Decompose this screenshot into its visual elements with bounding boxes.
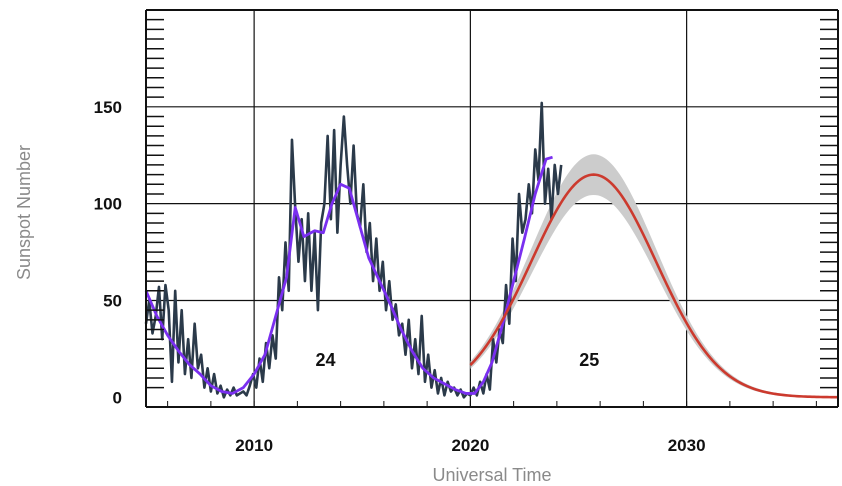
y-axis-title: Sunspot Number	[14, 145, 34, 280]
y-tick-label-100: 100	[94, 195, 122, 214]
predicted-sunspot-line	[469, 173, 839, 399]
cycle-label-24: 24	[315, 350, 335, 370]
y-tick-label-0: 0	[113, 388, 122, 407]
monthly-sunspot-line	[144, 101, 563, 399]
smoothed-sunspot-line	[144, 155, 553, 395]
x-axis-title: Universal Time	[432, 465, 551, 485]
x-tick-label-2030: 2030	[668, 436, 706, 455]
plot-frame	[145, 9, 839, 408]
cycle-labels: 24 25	[315, 350, 599, 370]
prediction-band	[470, 154, 838, 398]
cycle-label-25: 25	[579, 350, 599, 370]
series-lines	[144, 101, 839, 399]
grid	[146, 10, 838, 407]
tick-labels: 0 50 100 150 2010 2020 2030	[94, 98, 706, 455]
prediction-band-group	[470, 154, 838, 398]
x-tick-label-2010: 2010	[235, 436, 273, 455]
y-tick-label-150: 150	[94, 98, 122, 117]
y-tick-label-50: 50	[103, 291, 122, 310]
x-tick-label-2020: 2020	[451, 436, 489, 455]
